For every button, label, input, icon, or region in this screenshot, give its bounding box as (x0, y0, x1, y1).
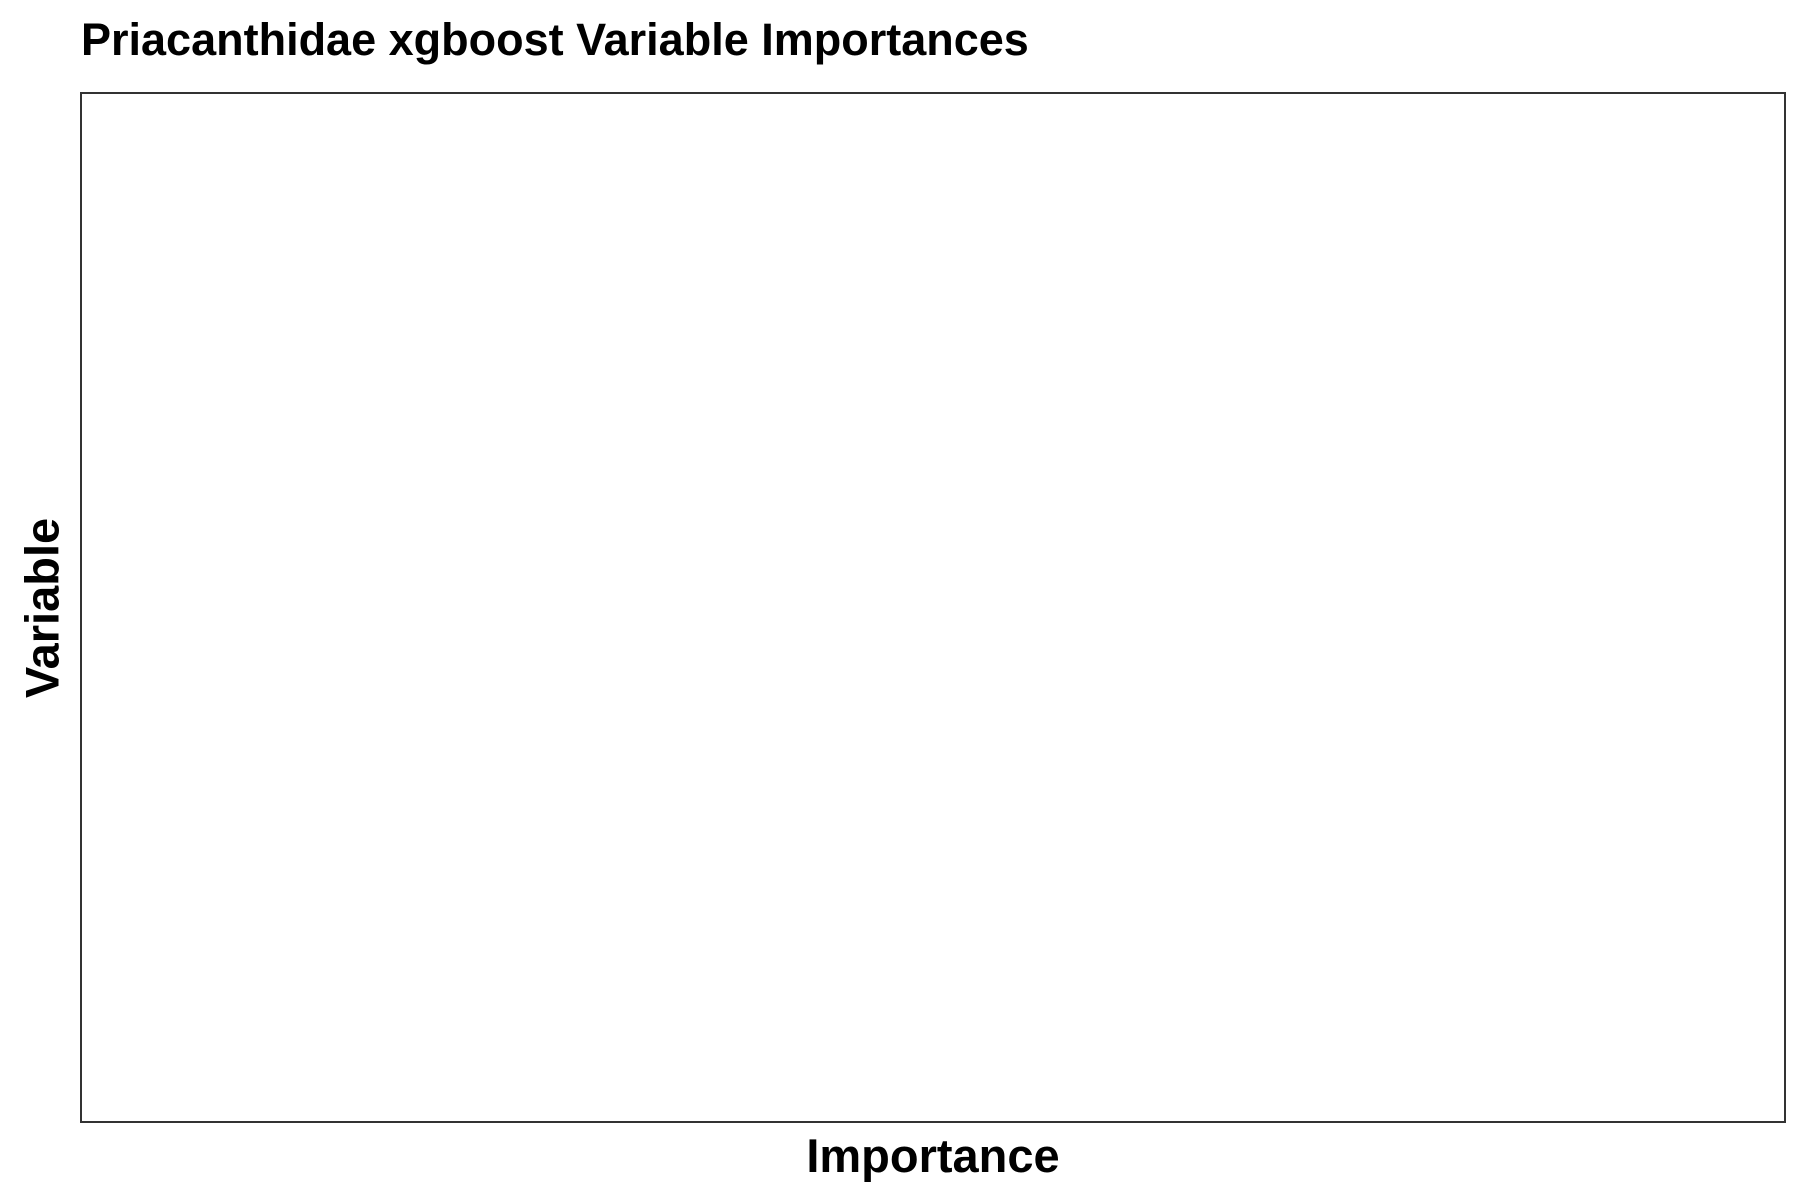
plot-panel-border (80, 92, 1786, 1123)
x-axis-title: Importance (806, 1129, 1060, 1182)
y-axis-title: Variable (15, 517, 69, 699)
chart-title: Priacanthidae xgboost Variable Importanc… (81, 14, 1029, 65)
